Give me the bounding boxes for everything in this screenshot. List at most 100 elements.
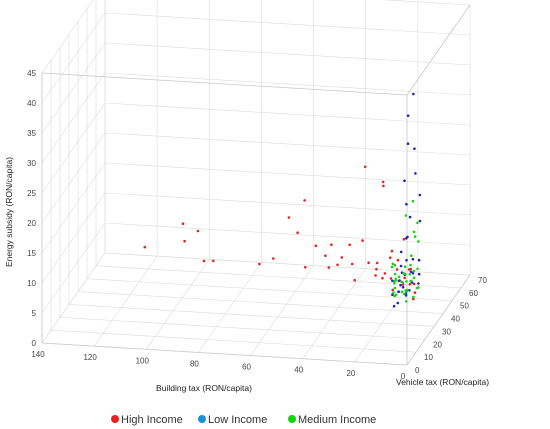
point-low-income <box>403 179 406 183</box>
gridline-back-horizontal <box>104 222 471 246</box>
point-high-income <box>412 297 415 301</box>
gridline-back-horizontal <box>104 192 471 216</box>
point-low-income <box>391 279 394 283</box>
point-high-income <box>196 229 200 233</box>
legend-item-medium-income[interactable]: Medium Income <box>288 414 376 426</box>
point-low-income <box>408 215 412 219</box>
point-medium-income <box>393 282 396 285</box>
legend-item-low-income[interactable]: Low Income <box>198 414 267 426</box>
point-low-income <box>411 271 415 275</box>
legend-label-low-income: Low Income <box>208 414 267 426</box>
z-tick-label: 40 <box>27 99 36 108</box>
grid-layer <box>41 0 471 366</box>
gridline-floor-building <box>302 268 366 359</box>
point-high-income <box>350 262 354 266</box>
point-high-income <box>340 256 344 259</box>
point-high-income <box>390 249 394 253</box>
point-high-income <box>353 278 357 282</box>
gridline-side-horizontal <box>41 102 106 194</box>
point-low-income <box>392 304 396 308</box>
x-tick-label: 40 <box>294 366 303 375</box>
point-low-income <box>408 289 411 292</box>
legend-label-medium-income: Medium Income <box>298 414 376 426</box>
y-axis-title: Vehicle tax (RON/capita) <box>396 377 489 387</box>
point-high-income <box>304 265 307 269</box>
point-high-income <box>396 258 400 262</box>
point-high-income <box>389 277 393 280</box>
z-tick-label: 45 <box>27 69 36 78</box>
point-medium-income <box>400 280 404 284</box>
point-medium-income <box>394 277 398 281</box>
point-high-income <box>374 274 377 277</box>
gridline-floor-building <box>198 262 262 353</box>
point-medium-income <box>393 272 397 276</box>
point-high-income <box>348 243 352 247</box>
x-tick-label: 0 <box>401 372 406 381</box>
y-tick-label: 0 <box>415 366 420 375</box>
gridline-side-horizontal <box>41 192 106 284</box>
point-high-income <box>382 184 385 188</box>
point-low-income <box>406 142 410 145</box>
point-high-income <box>395 268 399 271</box>
gridline-floor-vehicle <box>59 316 426 340</box>
point-high-income <box>361 239 364 242</box>
gridline-floor-vehicle <box>68 304 435 327</box>
point-high-income <box>402 237 406 241</box>
x-tick-label: 20 <box>346 369 355 378</box>
gridline-side-horizontal <box>41 0 94 74</box>
z-axis-title: Energy subsidy (RON/capita) <box>4 157 14 267</box>
point-high-income <box>363 165 367 169</box>
point-medium-income <box>393 263 397 267</box>
gridline-back-horizontal <box>104 132 471 156</box>
point-high-income <box>383 272 387 275</box>
point-low-income <box>397 290 401 294</box>
legend-marker-low-income <box>198 415 206 423</box>
point-high-income <box>143 245 147 249</box>
gridline-side-horizontal <box>41 162 106 254</box>
point-medium-income <box>416 221 419 225</box>
gridline-floor-building <box>250 265 314 356</box>
x-tick-label: 80 <box>190 359 199 368</box>
point-low-income <box>413 147 416 150</box>
point-medium-income <box>403 272 407 276</box>
point-high-income <box>212 259 215 263</box>
gridline-side-horizontal <box>41 72 106 164</box>
point-low-income <box>399 264 403 268</box>
point-low-income <box>409 270 413 274</box>
gridline-back-horizontal <box>104 12 471 36</box>
y-tick-label: 60 <box>469 289 478 298</box>
point-low-income <box>417 282 420 285</box>
z-tick-label: 25 <box>27 189 36 198</box>
gridline-side-horizontal <box>41 12 106 104</box>
point-medium-income <box>412 276 416 280</box>
point-high-income <box>336 263 339 267</box>
point-high-income <box>202 259 206 263</box>
point-medium-income <box>403 265 407 269</box>
point-high-income <box>401 283 405 286</box>
point-medium-income <box>411 199 415 203</box>
point-low-income <box>398 279 401 282</box>
point-low-income <box>414 172 417 175</box>
point-high-income <box>408 283 412 286</box>
point-medium-income <box>405 290 409 293</box>
point-medium-income <box>403 292 406 296</box>
legend-item-high-income[interactable]: High Income <box>111 414 183 426</box>
z-tick-label: 10 <box>27 279 36 288</box>
point-medium-income <box>405 280 408 283</box>
gridline-floor-building <box>93 255 158 347</box>
point-low-income <box>405 202 408 206</box>
point-medium-income <box>404 214 408 217</box>
point-high-income <box>409 267 413 271</box>
point-medium-income <box>392 291 395 294</box>
box-edge-top-front <box>41 72 408 96</box>
point-low-income <box>405 258 408 262</box>
y-tick-label: 30 <box>442 327 451 336</box>
point-medium-income <box>390 265 394 269</box>
axis-line-vehicle <box>406 274 471 366</box>
point-high-income <box>391 288 395 292</box>
point-medium-income <box>394 279 397 283</box>
point-low-income <box>391 293 394 297</box>
point-low-income <box>401 286 405 289</box>
gridline-back-horizontal <box>104 102 471 126</box>
